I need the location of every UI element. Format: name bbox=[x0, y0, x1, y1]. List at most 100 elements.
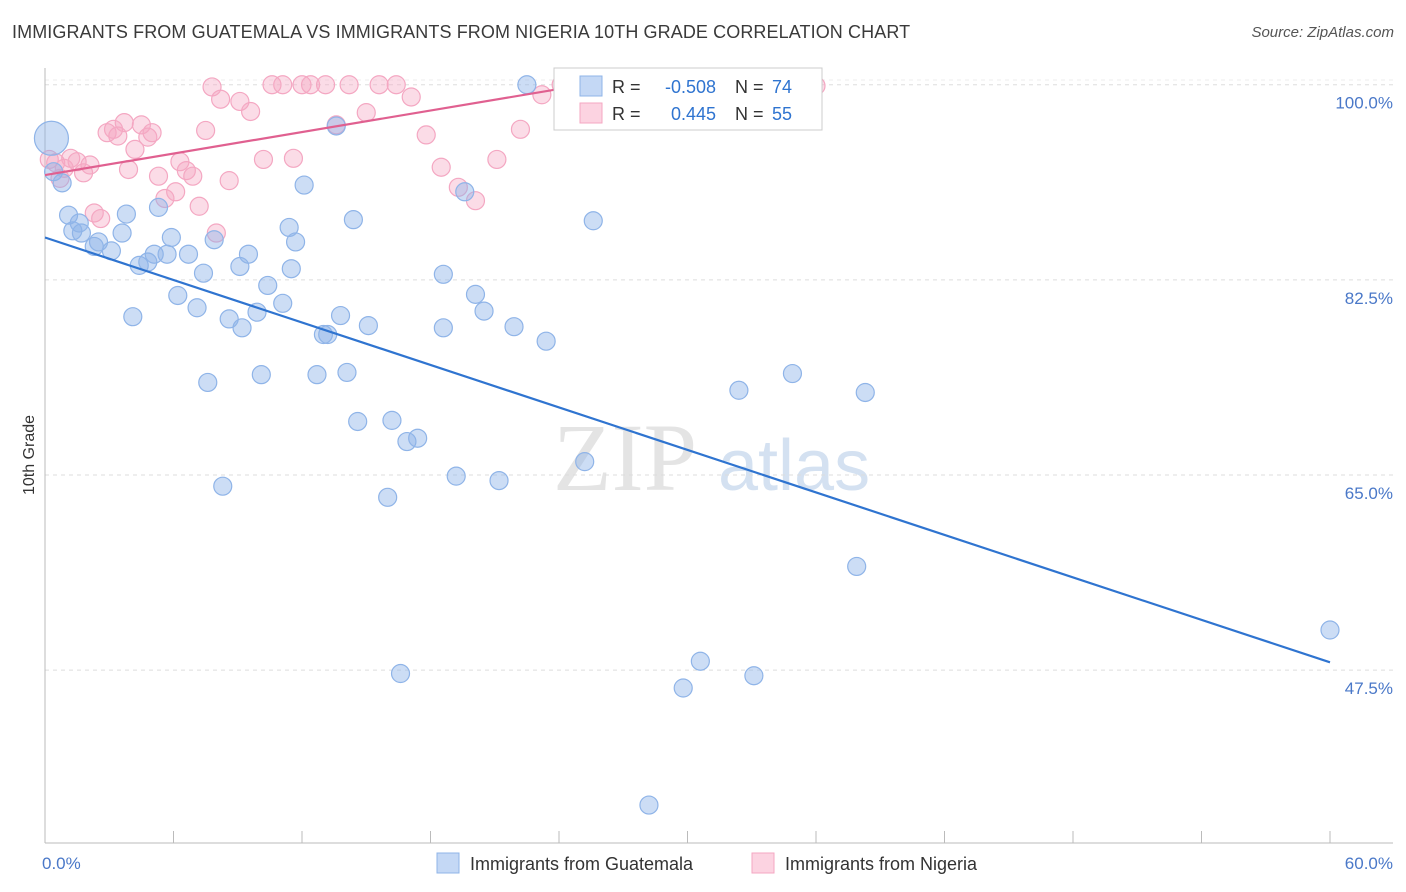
nigeria-point bbox=[273, 75, 293, 95]
nigeria-point bbox=[416, 125, 436, 145]
legend-r-value-guatemala: -0.508 bbox=[665, 77, 716, 97]
nigeria-point bbox=[142, 123, 162, 143]
nigeria-point bbox=[369, 75, 389, 95]
guatemala-point bbox=[358, 315, 378, 336]
nigeria-point bbox=[189, 196, 209, 216]
legend-n-label-nigeria: N = bbox=[735, 104, 764, 124]
legend-r-label-nigeria: R = bbox=[612, 104, 641, 124]
legend-n-label-guatemala: N = bbox=[735, 77, 764, 97]
legend-box: R = -0.508 N = 74 R = 0.445 N = 55 bbox=[553, 67, 823, 131]
guatemala-point bbox=[193, 263, 214, 283]
guatemala-point bbox=[504, 317, 524, 337]
chart-title: IMMIGRANTS FROM GUATEMALA VS IMMIGRANTS … bbox=[12, 22, 911, 42]
nigeria-point bbox=[125, 139, 145, 160]
guatemala-point bbox=[251, 365, 271, 385]
guatemala-point bbox=[855, 382, 875, 403]
guatemala-point bbox=[433, 264, 453, 284]
guatemala-point bbox=[123, 307, 143, 327]
legend-swatch-nigeria bbox=[579, 102, 603, 124]
guatemala-point bbox=[213, 476, 233, 496]
nigeria-point bbox=[386, 75, 406, 95]
guatemala-point bbox=[474, 301, 494, 321]
nigeria-point bbox=[283, 148, 304, 168]
nigeria-point bbox=[211, 89, 231, 109]
nigeria-point bbox=[131, 115, 151, 135]
legend-n-value-guatemala: 74 bbox=[772, 77, 792, 97]
guatemala-point bbox=[847, 556, 867, 577]
guatemala-point bbox=[536, 331, 556, 351]
bottom-legend: Immigrants from Guatemala Immigrants fro… bbox=[436, 852, 978, 874]
trend-lines bbox=[44, 83, 1331, 664]
watermark-zip: ZIP bbox=[553, 404, 697, 511]
guatemala-point bbox=[116, 204, 136, 224]
guatemala-point bbox=[247, 302, 267, 322]
guatemala-point bbox=[258, 275, 278, 296]
guatemala-trend-line bbox=[44, 236, 1331, 664]
guatemala-point bbox=[112, 223, 132, 243]
bottom-legend-swatch-nigeria bbox=[751, 852, 775, 874]
guatemala-point bbox=[330, 305, 351, 326]
guatemala-point bbox=[489, 470, 509, 491]
guatemala-point bbox=[343, 210, 363, 230]
guatemala-points bbox=[33, 75, 1340, 815]
guatemala-point bbox=[583, 211, 603, 231]
guatemala-point bbox=[390, 663, 411, 684]
nigeria-points bbox=[39, 75, 826, 243]
guatemala-point bbox=[729, 380, 749, 400]
y-tick-labels: 100.0% 82.5% 65.0% 47.5% bbox=[1335, 94, 1393, 698]
nigeria-point bbox=[262, 75, 282, 95]
guatemala-point bbox=[157, 244, 177, 264]
nigeria-point bbox=[183, 166, 203, 186]
guatemala-point bbox=[307, 365, 327, 385]
nigeria-point bbox=[431, 157, 451, 177]
guatemala-point bbox=[232, 318, 252, 338]
guatemala-point bbox=[690, 651, 710, 671]
guatemala-point bbox=[204, 230, 224, 250]
guatemala-point bbox=[161, 227, 181, 248]
guatemala-point bbox=[517, 75, 537, 95]
nigeria-point bbox=[300, 75, 321, 95]
guatemala-point bbox=[58, 205, 79, 225]
y-axis-title: 10th Grade bbox=[21, 415, 38, 495]
guatemala-point bbox=[639, 795, 659, 815]
guatemala-point bbox=[168, 285, 188, 306]
guatemala-point bbox=[465, 284, 486, 304]
y-tick-label: 100.0% bbox=[1335, 94, 1393, 113]
legend-swatch-guatemala bbox=[579, 75, 603, 97]
nigeria-point bbox=[80, 155, 100, 175]
guatemala-point bbox=[198, 372, 218, 393]
guatemala-point bbox=[446, 466, 466, 486]
guatemala-point bbox=[69, 213, 89, 233]
guatemala-point bbox=[52, 173, 72, 193]
legend-n-value-nigeria: 55 bbox=[772, 104, 792, 124]
nigeria-point bbox=[487, 149, 507, 170]
guatemala-point bbox=[455, 182, 475, 202]
guatemala-point bbox=[273, 293, 293, 313]
legend-r-value-nigeria: 0.445 bbox=[671, 104, 716, 124]
bottom-legend-label-nigeria: Immigrants from Nigeria bbox=[785, 854, 978, 874]
guatemala-point bbox=[433, 318, 453, 338]
nigeria-point bbox=[339, 75, 359, 95]
nigeria-point bbox=[401, 87, 421, 107]
chart-source: Source: ZipAtlas.com bbox=[1251, 24, 1394, 41]
bottom-legend-label-guatemala: Immigrants from Guatemala bbox=[470, 854, 694, 874]
grid-lines bbox=[45, 79, 1393, 671]
nigeria-trend-line bbox=[44, 83, 585, 177]
nigeria-point bbox=[510, 119, 531, 139]
watermark-atlas: atlas bbox=[718, 426, 870, 506]
nigeria-point bbox=[241, 101, 261, 122]
guatemala-point bbox=[782, 363, 803, 384]
bottom-legend-swatch-guatemala bbox=[436, 852, 460, 874]
guatemala-point bbox=[148, 197, 169, 217]
x-tick-label-min: 0.0% bbox=[42, 854, 81, 873]
guatemala-point bbox=[348, 411, 368, 432]
guatemala-point bbox=[238, 244, 259, 264]
guatemala-point bbox=[575, 452, 595, 472]
guatemala-point bbox=[178, 244, 199, 264]
guatemala-point bbox=[285, 232, 306, 252]
guatemala-point bbox=[397, 431, 417, 452]
guatemala-point bbox=[378, 487, 398, 507]
axes bbox=[44, 68, 1393, 844]
nigeria-point bbox=[356, 103, 376, 123]
